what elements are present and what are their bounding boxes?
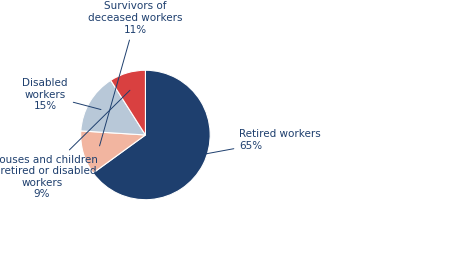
Wedge shape [81, 131, 146, 173]
Wedge shape [93, 70, 210, 200]
Wedge shape [81, 80, 146, 135]
Wedge shape [111, 70, 146, 135]
Text: Disabled
workers
15%: Disabled workers 15% [22, 78, 101, 112]
Text: Spouses and children
of retired or disabled
workers
9%: Spouses and children of retired or disab… [0, 90, 130, 199]
Text: Retired workers
65%: Retired workers 65% [191, 129, 321, 157]
Text: Survivors of
deceased workers
11%: Survivors of deceased workers 11% [89, 2, 183, 146]
